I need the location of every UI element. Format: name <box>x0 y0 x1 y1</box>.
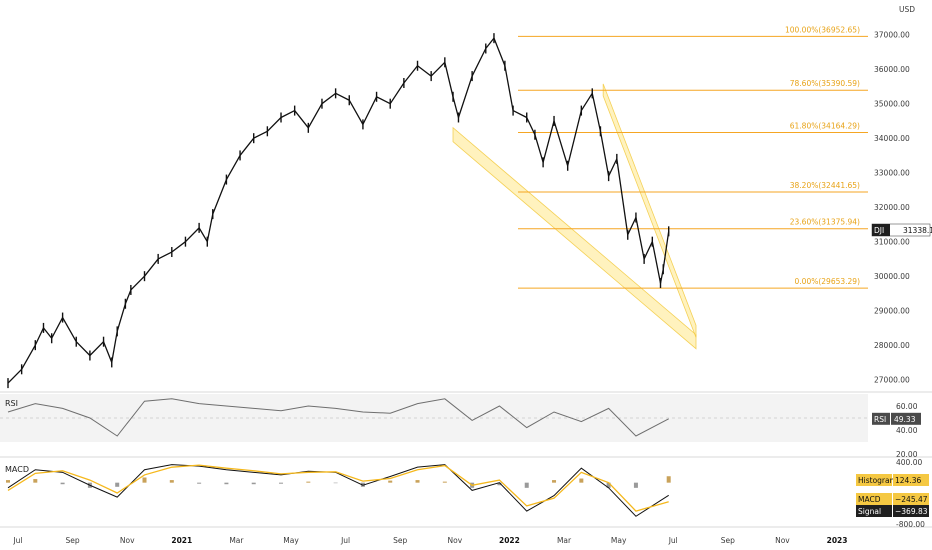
histogram-value: 124.36 <box>895 476 921 485</box>
histogram-label-badge <box>856 474 892 486</box>
price-axis-tick: 37000.00 <box>874 31 910 40</box>
price-axis-tick: 34000.00 <box>874 134 910 143</box>
time-axis-tick: Jul <box>668 536 678 545</box>
rsi-line <box>7 398 669 437</box>
rsi-series-badge <box>872 412 890 425</box>
macd-label-badge <box>856 493 892 505</box>
fib-level-label: 23.60%(31375.94) <box>790 218 860 227</box>
price-axis-tick: 31000.00 <box>874 238 910 247</box>
macd-histogram-bar <box>442 481 447 483</box>
price-axis-tick: 29000.00 <box>874 307 910 316</box>
macd-histogram-bar <box>524 482 529 488</box>
time-axis-tick: 2022 <box>499 536 520 545</box>
macd-histogram-bar <box>666 476 671 483</box>
rsi-axis-tick: 60.00 <box>896 402 918 411</box>
macd-histogram-bar <box>415 480 420 483</box>
macd-histogram-bar <box>169 480 174 483</box>
price-axis-tick: 33000.00 <box>874 169 910 178</box>
price-panel[interactable]: 100.00%(36952.65) 78.60%(35390.59) 61.80%(… <box>7 25 868 389</box>
macd-histogram-bar <box>251 482 256 485</box>
price-axis-tick: 28000.00 <box>874 341 910 350</box>
time-axis-tick: Sep <box>66 536 80 545</box>
signal-line <box>7 464 669 512</box>
signal-value: −369.83 <box>895 507 928 516</box>
time-axis: Jul Sep Nov 2021 Mar May Jul Sep Nov 2022 Mar May Ju… <box>12 536 847 545</box>
macd-axis-tick: 400.00 <box>896 458 922 467</box>
macd-value: −245.47 <box>895 495 928 504</box>
fib-level-label: 100.00%(36952.65) <box>785 25 860 34</box>
wedge-lower-band <box>452 126 697 350</box>
signal-value-badge <box>893 505 929 517</box>
rsi-series-label: RSI <box>874 415 886 424</box>
fib-level-label: 78.60%(35390.59) <box>790 79 860 88</box>
rsi-value-badge <box>891 412 921 425</box>
macd-histogram-bar <box>115 482 120 487</box>
time-axis-tick: May <box>611 536 627 545</box>
time-axis-tick: Mar <box>229 536 244 545</box>
macd-histogram-bar <box>279 482 284 484</box>
time-axis-tick: Jul <box>12 536 22 545</box>
macd-histogram-bar <box>6 480 10 483</box>
rsi-value-label: 49.33 <box>894 415 916 424</box>
symbol-badge <box>872 224 890 237</box>
rsi-panel[interactable]: 60.00 40.00 20.00 RSI 49.33 <box>0 394 921 459</box>
price-axis-tick: 30000.00 <box>874 272 910 281</box>
rsi-title: RSI <box>5 399 18 408</box>
rsi-axis-tick: 20.00 <box>896 450 918 459</box>
time-axis-tick: Nov <box>448 536 463 545</box>
time-axis-tick: Sep <box>721 536 735 545</box>
wedge-upper-band <box>602 83 697 338</box>
signal-label: Signal <box>858 507 881 516</box>
macd-panel[interactable]: 400.000.00-800.00Histogram124.36MACD−245… <box>6 458 929 529</box>
rsi-axis-tick: 40.00 <box>896 426 918 435</box>
price-axis-tick: 35000.00 <box>874 100 910 109</box>
symbol-label: DJI <box>874 226 884 235</box>
macd-label: MACD <box>858 495 881 504</box>
macd-histogram-bar <box>306 481 311 483</box>
price-axis-tick: 36000.00 <box>874 65 910 74</box>
time-axis-tick: Nov <box>775 536 790 545</box>
currency-label: USD <box>899 5 915 14</box>
macd-histogram-bar <box>142 477 147 483</box>
macd-histogram-bar <box>33 479 38 483</box>
macd-value-badge <box>893 493 929 505</box>
time-axis-tick: May <box>283 536 299 545</box>
macd-histogram-bar <box>60 482 65 485</box>
macd-histogram-bar <box>388 480 393 483</box>
macd-histogram-bar <box>552 480 557 483</box>
macd-histogram-bar <box>606 482 611 488</box>
macd-title: MACD <box>5 465 29 474</box>
time-axis-tick: 2021 <box>171 536 192 545</box>
time-axis-tick: Sep <box>393 536 407 545</box>
last-price-value: 31338.16 <box>903 226 932 235</box>
macd-histogram-bar <box>579 478 584 483</box>
price-axis-tick: 32000.00 <box>874 203 910 212</box>
macd-histogram-bar <box>197 482 202 484</box>
time-axis-tick: 2023 <box>827 536 848 545</box>
time-axis-tick: Nov <box>120 536 135 545</box>
macd-axis-tick: -800.00 <box>896 520 925 529</box>
time-axis-tick: Jul <box>340 536 350 545</box>
time-axis-tick: Mar <box>557 536 572 545</box>
macd-histogram-bar <box>633 482 638 488</box>
fib-level-label: 38.20%(32441.65) <box>790 181 860 190</box>
fib-level-label: 0.00%(29653.29) <box>795 277 861 286</box>
macd-histogram-bar <box>497 482 502 486</box>
histogram-label: Histogram <box>858 476 897 485</box>
macd-histogram-bar <box>224 482 229 485</box>
fib-level-label: 61.80%(34164.29) <box>790 122 860 131</box>
price-axis-tick: 27000.00 <box>874 376 910 385</box>
histogram-value-badge <box>893 474 929 486</box>
macd-histogram-bar <box>333 482 338 484</box>
signal-label-badge <box>856 505 892 517</box>
price-axis: 27000.00 28000.00 29000.00 30000.00 31000.00… <box>871 31 932 385</box>
